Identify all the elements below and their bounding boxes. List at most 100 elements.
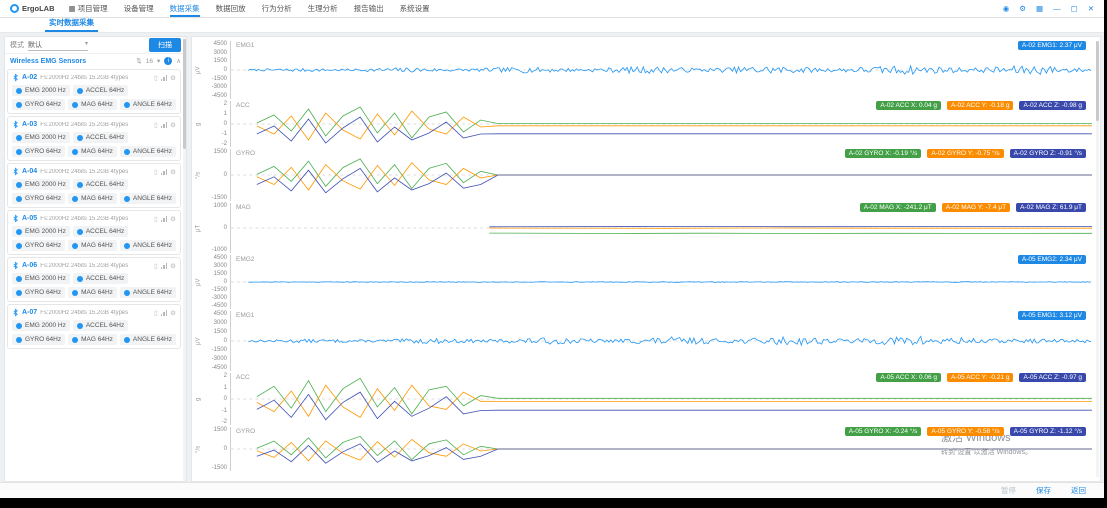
sensor-chip-mag[interactable]: MAG 64Hz	[68, 99, 117, 110]
sensor-chip-mag[interactable]: MAG 64Hz	[68, 146, 117, 157]
sensor-chip-row: EMG 2000 Hz ACCEL 64Hz GYRO 64Hz MAG 64Hz AN…	[12, 85, 176, 110]
sensor-chip-accel[interactable]: ACCEL 64Hz	[72, 226, 129, 237]
sensor-chip-mag[interactable]: MAG 64Hz	[68, 193, 117, 204]
minimize-icon[interactable]: —	[1053, 4, 1061, 13]
collapse-icon[interactable]: ∧	[176, 58, 181, 65]
device-list-scrollbar-thumb[interactable]	[183, 39, 186, 149]
device-card-A-06[interactable]: A-06 Fs:2000Hz 24bits 15.2GB 4types ▯ ⚙ EMG …	[7, 257, 181, 302]
axis-tick: -1000	[211, 247, 227, 253]
nav-item-5[interactable]: 生理分析	[308, 0, 338, 17]
legend-chip: A-02 ACC Y: -0.18 g	[947, 101, 1014, 110]
nav-item-2[interactable]: 数据采集	[169, 0, 200, 17]
sensor-chip-gyro[interactable]: GYRO 64Hz	[12, 334, 66, 345]
apps-grid-icon[interactable]: ▦	[1036, 4, 1044, 13]
plot-area-mag-a02[interactable]: MAG A-02 MAG X: -241.2 μT A-02 MAG Y: -7.4…	[230, 203, 1092, 253]
chart-svg-acc-a05	[231, 377, 1092, 421]
axis-tick: 0	[223, 225, 227, 231]
sensor-chip-mag[interactable]: MAG 64Hz	[68, 240, 117, 251]
device-card-A-02[interactable]: A-02 Fs:2000Hz 24bits 15.2GB 4types ▯ ⚙ EMG …	[7, 69, 181, 114]
sensor-chip-angle[interactable]: ANGLE 64Hz	[119, 146, 176, 157]
sensor-chip-gyro[interactable]: GYRO 64Hz	[12, 146, 66, 157]
sort-icon[interactable]: ⇅	[136, 58, 142, 65]
sensor-chip-emg[interactable]: EMG 2000 Hz	[12, 179, 70, 190]
sensor-chip-gyro[interactable]: GYRO 64Hz	[12, 240, 66, 251]
sensor-chip-accel[interactable]: ACCEL 64Hz	[72, 179, 129, 190]
device-card-A-03[interactable]: A-03 Fs:2000Hz 24bits 15.2GB 4types ▯ ⚙ EMG …	[7, 116, 181, 161]
axis-tick: 1	[223, 111, 227, 117]
sensor-chip-gyro[interactable]: GYRO 64Hz	[12, 99, 66, 110]
sensor-chip-accel[interactable]: ACCEL 64Hz	[72, 85, 129, 96]
sensor-chip-icon	[76, 228, 83, 235]
sensor-chip-angle[interactable]: ANGLE 64Hz	[119, 193, 176, 204]
sensor-chip-accel[interactable]: ACCEL 64Hz	[72, 132, 129, 143]
gear-icon[interactable]: ⚙	[170, 309, 176, 317]
legend-emg1-a05: A-05 EMG1: 3.12 μV	[1017, 311, 1086, 320]
close-icon[interactable]: ✕	[1087, 4, 1094, 13]
footer-action-2[interactable]: 返回	[1071, 486, 1086, 495]
app-window: ErgoLAB ▦ 项目管理 设备管理 数据采集 数据回放 行为分析 生理分析 报告输出 系统设…	[0, 0, 1104, 498]
footer-action-1[interactable]: 保存	[1036, 486, 1051, 495]
plot-area-emg-a02[interactable]: EMG1 A-02 EMG1: 2.37 μV	[230, 41, 1092, 99]
device-card-A-05[interactable]: A-05 Fs:2000Hz 24bits 15.2GB 4types ▯ ⚙ EMG …	[7, 210, 181, 255]
device-name: A-06	[22, 262, 38, 269]
bluetooth-icon	[13, 214, 18, 223]
chart-panel-scrollbar-thumb[interactable]	[1096, 41, 1099, 121]
gear-icon[interactable]: ⚙	[170, 262, 176, 270]
device-card-A-04[interactable]: A-04 Fs:2000Hz 24bits 15.2GB 4types ▯ ⚙ EMG …	[7, 163, 181, 208]
nav-item-4[interactable]: 行为分析	[262, 0, 292, 17]
sensor-chip-label: MAG 64Hz	[81, 336, 113, 343]
footer-action-0[interactable]: 暂停	[1001, 486, 1016, 495]
bluetooth-icon	[13, 308, 18, 317]
sensor-chip-accel[interactable]: ACCEL 64Hz	[72, 273, 129, 284]
sensor-chip-angle[interactable]: ANGLE 64Hz	[119, 99, 176, 110]
series-gyro-y	[256, 162, 1092, 191]
mode-select[interactable]: 默认 ▾	[28, 40, 88, 51]
plot-area-acc-a02[interactable]: ACC A-02 ACC X: 0.04 g A-02 ACC Y: -0.18 g…	[230, 101, 1092, 147]
gear-icon[interactable]: ⚙	[170, 168, 176, 176]
sensor-chip-icon	[123, 336, 130, 343]
sensor-chip-emg[interactable]: EMG 2000 Hz	[12, 320, 70, 331]
device-card-A-07[interactable]: A-07 Fs:2000Hz 24bits 15.2GB 4types ▯ ⚙ EMG …	[7, 304, 181, 349]
sensor-chip-emg[interactable]: EMG 2000 Hz	[12, 226, 70, 237]
plot-area-gyro-a05[interactable]: GYRO A-05 GYRO X: -0.24 °/s A-05 GYRO Y: -…	[230, 427, 1092, 471]
legend-gyro-a02: A-02 GYRO X: -0.19 °/s A-02 GYRO Y: -0.75…	[844, 149, 1086, 158]
maximize-icon[interactable]: ▢	[1070, 4, 1078, 13]
gear-icon[interactable]: ⚙	[170, 74, 176, 82]
nav-item-1[interactable]: 设备管理	[124, 0, 154, 17]
sensor-chip-accel[interactable]: ACCEL 64Hz	[72, 320, 129, 331]
nav-item-7[interactable]: 系统设置	[400, 0, 430, 17]
nav-item-0[interactable]: ▦ 项目管理	[69, 0, 108, 17]
sensor-chip-gyro[interactable]: GYRO 64Hz	[12, 287, 66, 298]
scan-button[interactable]: 扫描	[149, 38, 181, 52]
page-size-value[interactable]: 16	[145, 57, 153, 65]
sensor-chip-icon	[16, 289, 22, 296]
sensor-chip-mag[interactable]: MAG 64Hz	[68, 287, 117, 298]
plot-area-emg1-a05[interactable]: EMG1 A-05 EMG1: 3.12 μV	[230, 311, 1092, 371]
chevron-down-icon[interactable]: ▾	[156, 58, 161, 65]
plot-area-emg2-a05[interactable]: EMG2 A-05 EMG2: 2.34 μV	[230, 255, 1092, 309]
sensor-chip-mag[interactable]: MAG 64Hz	[68, 334, 117, 345]
nav-item-label: 系统设置	[399, 4, 430, 13]
sensor-chip-angle[interactable]: ANGLE 64Hz	[119, 334, 176, 345]
sensor-chip-emg[interactable]: EMG 2000 Hz	[12, 132, 70, 143]
info-icon[interactable]: i	[164, 57, 173, 65]
settings-gear-icon[interactable]: ⚙	[1019, 4, 1027, 13]
device-card-header: A-07 Fs:2000Hz 24bits 15.2GB 4types ▯ ⚙	[12, 308, 176, 317]
nav-item-6[interactable]: 报告输出	[354, 0, 384, 17]
sensor-chip-gyro[interactable]: GYRO 64Hz	[12, 193, 66, 204]
sensor-chip-icon	[72, 101, 79, 108]
sensor-chip-emg[interactable]: EMG 2000 Hz	[12, 273, 70, 284]
tab-realtime-acquisition[interactable]: 实时数据采集	[45, 17, 98, 32]
series-acc-y	[256, 384, 1092, 418]
y-axis-unit: °/s	[195, 171, 202, 179]
sensor-chip-label: ACCEL 64Hz	[85, 322, 125, 329]
nav-item-3[interactable]: 数据回放	[216, 0, 246, 17]
plot-area-acc-a05[interactable]: ACC A-05 ACC X: 0.06 g A-05 ACC Y: -0.21 g…	[230, 373, 1092, 425]
plot-area-gyro-a02[interactable]: GYRO A-02 GYRO X: -0.19 °/s A-02 GYRO Y: -…	[230, 149, 1092, 201]
sensor-chip-angle[interactable]: ANGLE 64Hz	[119, 240, 176, 251]
gear-icon[interactable]: ⚙	[170, 215, 176, 223]
gear-icon[interactable]: ⚙	[170, 121, 176, 129]
sensor-chip-emg[interactable]: EMG 2000 Hz	[12, 85, 70, 96]
sensor-chip-angle[interactable]: ANGLE 64Hz	[119, 287, 176, 298]
account-icon[interactable]: ◉	[1002, 4, 1010, 13]
